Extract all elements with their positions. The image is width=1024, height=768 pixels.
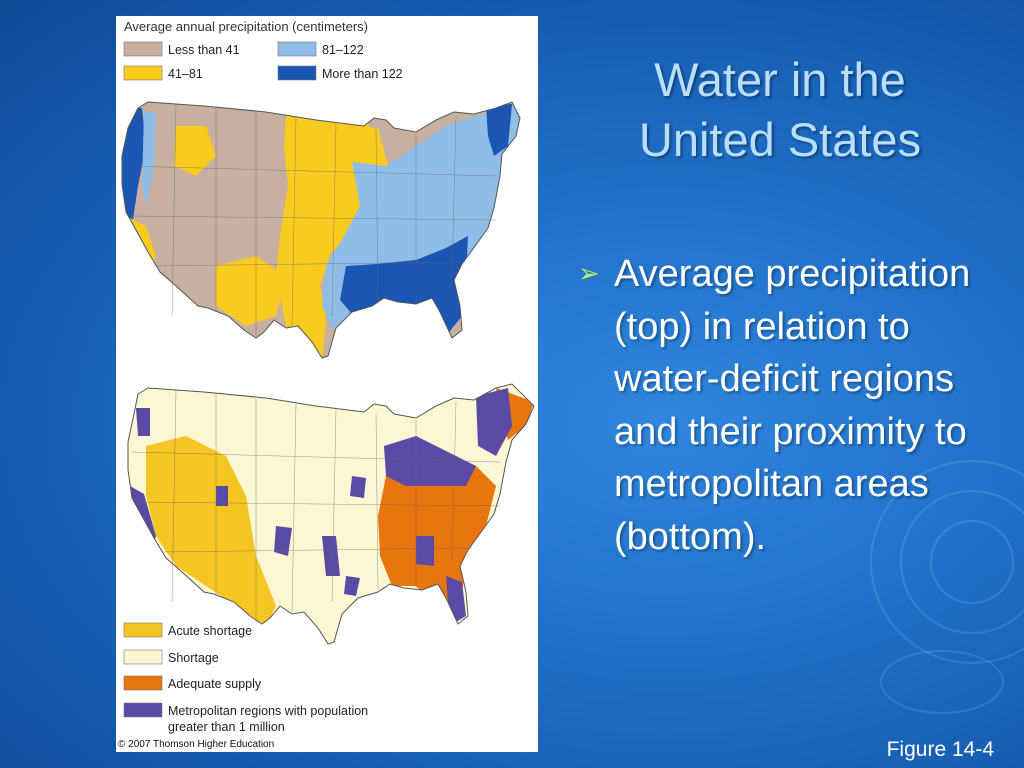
legend-swatch-acute-shortage — [123, 622, 163, 638]
legend-label-more-122: More than 122 — [322, 67, 403, 81]
legend-swatch-81-122 — [277, 41, 317, 57]
top-map-state-lines — [125, 103, 497, 336]
figure-panel: Average annual precipitation (centimeter… — [116, 16, 538, 752]
slide-title-line1: Water in the — [654, 53, 906, 106]
legend-swatch-metro-regions — [123, 702, 163, 718]
precipitation-map — [122, 102, 520, 358]
precipitation-figure: Average annual precipitation (centimeter… — [118, 19, 535, 750]
legend-label-adequate-supply: Adequate supply — [168, 677, 262, 691]
background-ripple — [880, 650, 1004, 714]
legend-label-less-41: Less than 41 — [168, 43, 240, 57]
figure-caption: Figure 14-4 — [886, 738, 994, 761]
bottom-map-outline — [127, 383, 535, 645]
water-deficit-map — [128, 384, 534, 644]
legend-swatch-less-41 — [123, 41, 163, 57]
top-map-outline — [121, 101, 521, 359]
legend-label-metro-line2: greater than 1 million — [168, 720, 285, 734]
legend-swatch-adequate-supply — [123, 675, 163, 691]
slide-title: Water in the United States — [560, 50, 1000, 170]
arrow-bullet-icon: ➢ — [578, 258, 600, 288]
legend-swatch-41-81 — [123, 65, 163, 81]
legend-label-metro-line1: Metropolitan regions with population — [168, 704, 368, 718]
legend-swatch-shortage — [123, 649, 163, 665]
legend-swatch-more-122 — [277, 65, 317, 81]
legend-label-shortage: Shortage — [168, 651, 219, 665]
legend-label-41-81: 41–81 — [168, 67, 203, 81]
bottom-map-state-lines — [131, 389, 501, 622]
top-legend-title: Average annual precipitation (centimeter… — [124, 19, 368, 34]
legend-label-81-122: 81–122 — [322, 43, 364, 57]
copyright-credit: © 2007 Thomson Higher Education — [118, 739, 274, 750]
bullet-text: Average precipitation (top) in relation … — [614, 253, 971, 558]
slide-title-line2: United States — [638, 113, 922, 166]
legend-label-acute-shortage: Acute shortage — [168, 624, 252, 638]
